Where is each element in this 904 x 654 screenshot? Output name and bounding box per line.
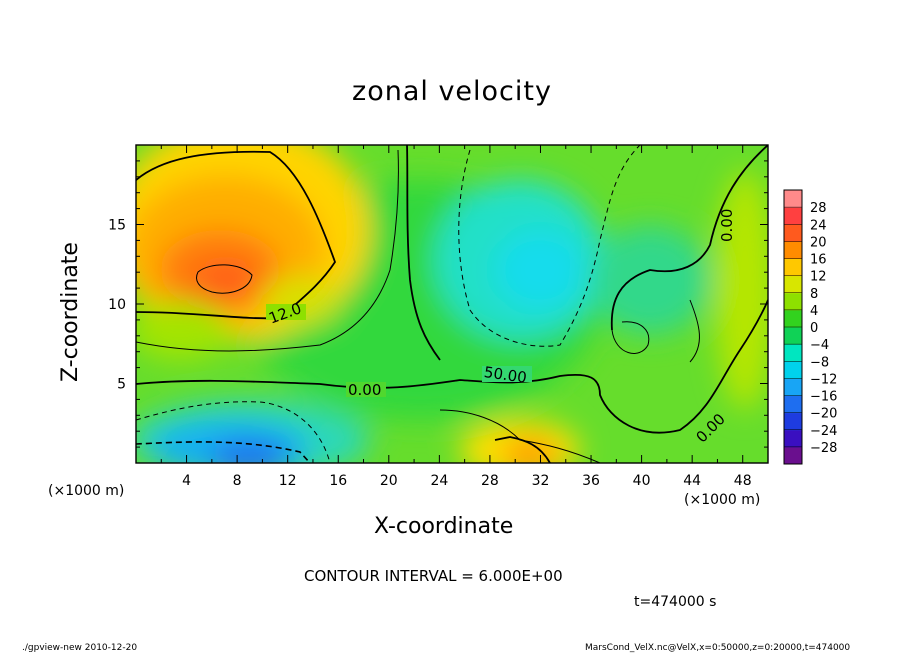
colorbar-label: 8 [810, 287, 818, 302]
colorbar-segment [784, 378, 802, 396]
x-axis-label: X-coordinate [374, 514, 514, 539]
colorbar-label: −16 [810, 390, 837, 405]
colorbar-label: −12 [810, 372, 837, 387]
chart-title: zonal velocity [352, 76, 552, 107]
y-axis-unit: (×1000 m) [48, 483, 125, 499]
colorbar-label: −24 [810, 424, 837, 439]
colorbar-segment [784, 258, 802, 277]
colorbar-segment [784, 275, 802, 294]
x-tick-label: 16 [329, 473, 347, 489]
footer-right: MarsCond_VelX.nc@VelX,x=0:50000,z=0:2000… [585, 643, 851, 653]
x-tick-label: 12 [279, 473, 297, 489]
y-tick-label: 15 [108, 218, 126, 234]
colorbar-label: 4 [810, 304, 818, 319]
colorbar-label: 0 [810, 321, 818, 336]
colorbar-segment [784, 207, 802, 225]
x-tick-label: 48 [734, 473, 752, 489]
colorbar-segment [784, 412, 802, 431]
colorbar-label: 28 [810, 201, 827, 216]
contour-label: 0.00 [348, 381, 381, 399]
y-tick-label: 5 [117, 377, 126, 393]
colorbar-label: −20 [810, 407, 837, 422]
colorbar-segment [784, 344, 802, 362]
colorbar-segment [784, 292, 802, 311]
colorbar-segment [784, 395, 802, 414]
x-tick-label: 40 [633, 473, 651, 489]
x-tick-label: 24 [430, 473, 448, 489]
x-tick-label: 28 [481, 473, 499, 489]
colorbar-segment [784, 429, 802, 448]
contour-label: 0.00 [718, 209, 736, 242]
contour-label-bg [266, 304, 306, 320]
colorbar-label: −4 [810, 338, 829, 353]
colorbar: 28 24 20 16 12 8 4 0 −4 −8 −12 −16 −20 −24 −28 [783, 189, 837, 465]
colorbar-label: 20 [810, 235, 827, 250]
x-tick-label: 36 [582, 473, 600, 489]
x-tick-label: 4 [182, 473, 191, 489]
time-stamp: t=474000 s [634, 594, 717, 610]
colorbar-segment [784, 309, 802, 328]
colorbar-segment [784, 327, 802, 345]
colorbar-label: −28 [810, 441, 837, 456]
y-tick-label: 10 [108, 297, 126, 313]
colorbar-segment [784, 446, 802, 465]
colorbar-segment [784, 224, 802, 242]
x-axis-unit: (×1000 m) [684, 492, 761, 508]
contour-lines [136, 145, 768, 463]
contour-label-bg [346, 382, 386, 397]
footer-left: ./gpview-new 2010-12-20 [22, 643, 138, 653]
colorbar-label: −8 [810, 355, 829, 370]
x-axis: 4 8 12 16 20 24 28 32 36 40 44 48 [160, 145, 752, 489]
colorbar-label: 12 [810, 270, 827, 285]
colorbar-label: 16 [810, 253, 827, 268]
contour-label-bg [482, 366, 532, 382]
colorbar-segment [784, 190, 802, 208]
contour-label: 50.00 [483, 363, 528, 387]
x-tick-label: 44 [683, 473, 701, 489]
x-tick-label: 32 [532, 473, 550, 489]
x-tick-label: 8 [233, 473, 242, 489]
contour-interval: CONTOUR INTERVAL = 6.000E+00 [304, 567, 563, 585]
colorbar-label: 24 [810, 218, 827, 233]
colorbar-segment [784, 361, 802, 379]
x-tick-label: 20 [380, 473, 398, 489]
colorbar-segment [784, 241, 802, 259]
y-axis: 5 10 15 [108, 160, 768, 448]
heatmap-field [136, 145, 768, 463]
y-axis-label: Z-coordinate [58, 242, 83, 382]
